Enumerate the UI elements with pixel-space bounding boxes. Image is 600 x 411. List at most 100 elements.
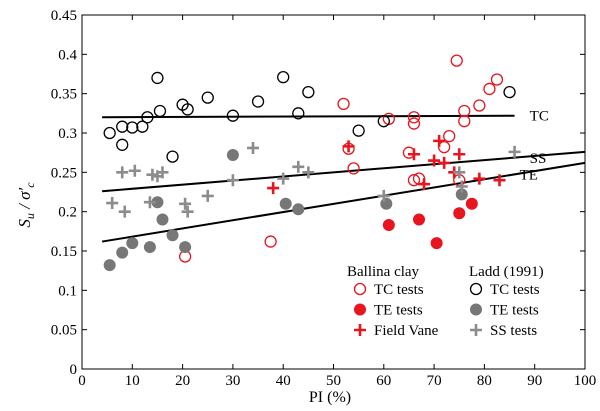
- ballina-tc-point: [458, 115, 471, 128]
- ballina-te-point: [413, 213, 426, 226]
- ladd-te-point: [116, 246, 129, 259]
- ballina-field-vane-point: [453, 148, 466, 161]
- ladd-ss-point: [143, 196, 156, 209]
- y-tick-label: 0.25: [51, 165, 77, 181]
- legend-title-ballina: Ballina clay: [347, 264, 420, 280]
- ladd-ss-point: [156, 166, 169, 179]
- ladd-tc-point: [166, 150, 179, 163]
- y-axis-label: Su / σ′c: [15, 182, 37, 228]
- ladd-tc-point: [181, 103, 194, 116]
- ballina-field-vane-point: [433, 134, 446, 147]
- ladd-ss-point: [179, 197, 192, 210]
- ladd-tc-point: [352, 124, 365, 137]
- ballina-te-point: [382, 219, 395, 232]
- x-tick-label: 10: [125, 373, 140, 389]
- ladd-te-point: [126, 237, 139, 250]
- ballina-field-vane-point: [342, 140, 355, 153]
- ballina-field-vane-point: [493, 174, 506, 187]
- trend-line-ss: [102, 150, 586, 193]
- ballina-te-point: [465, 197, 478, 210]
- y-tick-label: 0.45: [51, 8, 77, 24]
- y-label-mid: / σ′: [15, 187, 34, 213]
- ladd-tc-point: [116, 138, 129, 151]
- ballina-tc-point: [450, 54, 463, 67]
- trend-label-te: TE: [520, 168, 538, 184]
- axes-layer: 0 10 20 30 40 50 60 70 80 90 100 0 0.05 0.1 0.15 0.2 0.2…: [51, 8, 597, 389]
- ballina-field-vane-point: [418, 178, 431, 191]
- ballina-te-point: [430, 237, 443, 250]
- ballina-tc-point: [337, 97, 350, 111]
- data-points: [103, 54, 521, 272]
- ladd-tc-point: [377, 115, 390, 128]
- ladd-ss-point: [118, 205, 131, 218]
- ladd-ss-point: [247, 141, 260, 154]
- ladd-te-point: [103, 259, 116, 272]
- ballina-te-point: [453, 207, 466, 220]
- y-label-sub2: c: [23, 182, 37, 188]
- ballina-tc-point: [458, 104, 471, 118]
- ladd-tc-point: [251, 95, 265, 108]
- ladd-te-point: [143, 241, 156, 254]
- y-tick-label: 0.3: [58, 126, 77, 142]
- ladd-te-point: [380, 197, 393, 210]
- x-tick-label: 0: [78, 373, 86, 389]
- x-tick-label: 80: [477, 373, 492, 389]
- ballina-field-vane-point: [473, 172, 486, 185]
- y-tick-label: 0.05: [51, 323, 77, 339]
- legend-marker: [353, 282, 367, 296]
- ballina-tc-point: [264, 235, 277, 248]
- y-tick-label: 0.1: [58, 283, 77, 299]
- ladd-tc-point: [151, 71, 164, 85]
- ballina-tc-point: [483, 82, 496, 96]
- ladd-tc-point: [116, 120, 129, 133]
- legend-marker: [470, 324, 482, 336]
- ladd-te-point: [166, 229, 179, 242]
- legend-marker: [354, 324, 366, 336]
- ladd-ss-point: [453, 166, 466, 179]
- ladd-tc-point: [201, 91, 214, 104]
- ballina-tc-point: [407, 117, 421, 130]
- x-tick-label: 50: [326, 373, 341, 389]
- legend-title-ladd: Ladd (1991): [469, 264, 544, 280]
- ladd-te-point: [279, 197, 292, 210]
- ballina-tc-point: [443, 129, 456, 143]
- trend-line-te: [101, 161, 586, 243]
- ladd-tc-point: [292, 107, 305, 120]
- ladd-ss-point: [116, 166, 129, 179]
- ladd-te-point: [179, 241, 192, 254]
- y-tick-label: 0.2: [58, 205, 77, 221]
- trend-line-tc: [102, 114, 515, 119]
- x-tick-label: 70: [427, 373, 442, 389]
- y-tick-label: 0: [70, 362, 78, 378]
- legend-label: SS tests: [490, 323, 537, 339]
- ballina-field-vane-point: [407, 148, 420, 161]
- y-tick-label: 0.35: [51, 87, 77, 103]
- legend-label: TC tests: [490, 282, 540, 298]
- ballina-field-vane-point: [428, 154, 441, 167]
- ladd-te-point: [226, 149, 239, 162]
- legend-label: Field Vane: [374, 323, 439, 339]
- ladd-ss-point: [201, 189, 214, 202]
- ballina-tc-point: [407, 174, 421, 187]
- ladd-tc-point: [226, 109, 240, 122]
- ladd-tc-point: [103, 126, 116, 140]
- ladd-tc-point: [153, 104, 167, 118]
- x-tick-label: 60: [376, 373, 391, 389]
- y-label-main: S: [15, 219, 34, 228]
- ladd-ss-point: [302, 166, 315, 179]
- ladd-ss-point: [226, 174, 239, 187]
- ladd-ss-point: [292, 160, 305, 173]
- legend-label: TE tests: [374, 303, 423, 319]
- ladd-tc-point: [126, 121, 139, 134]
- legend-label: TC tests: [374, 282, 424, 298]
- legend: Ballina clay Ladd (1991) TC tests TE test…: [347, 264, 544, 339]
- ballina-tc-point: [490, 73, 504, 86]
- y-label-sub1: u: [23, 213, 37, 219]
- y-tick-label: 0.15: [51, 244, 77, 260]
- x-axis-label: PI (%): [309, 389, 351, 406]
- legend-marker: [470, 303, 482, 316]
- legend-marker: [469, 282, 483, 296]
- ballina-tc-point: [473, 99, 486, 112]
- ballina-field-vane-point: [267, 182, 280, 195]
